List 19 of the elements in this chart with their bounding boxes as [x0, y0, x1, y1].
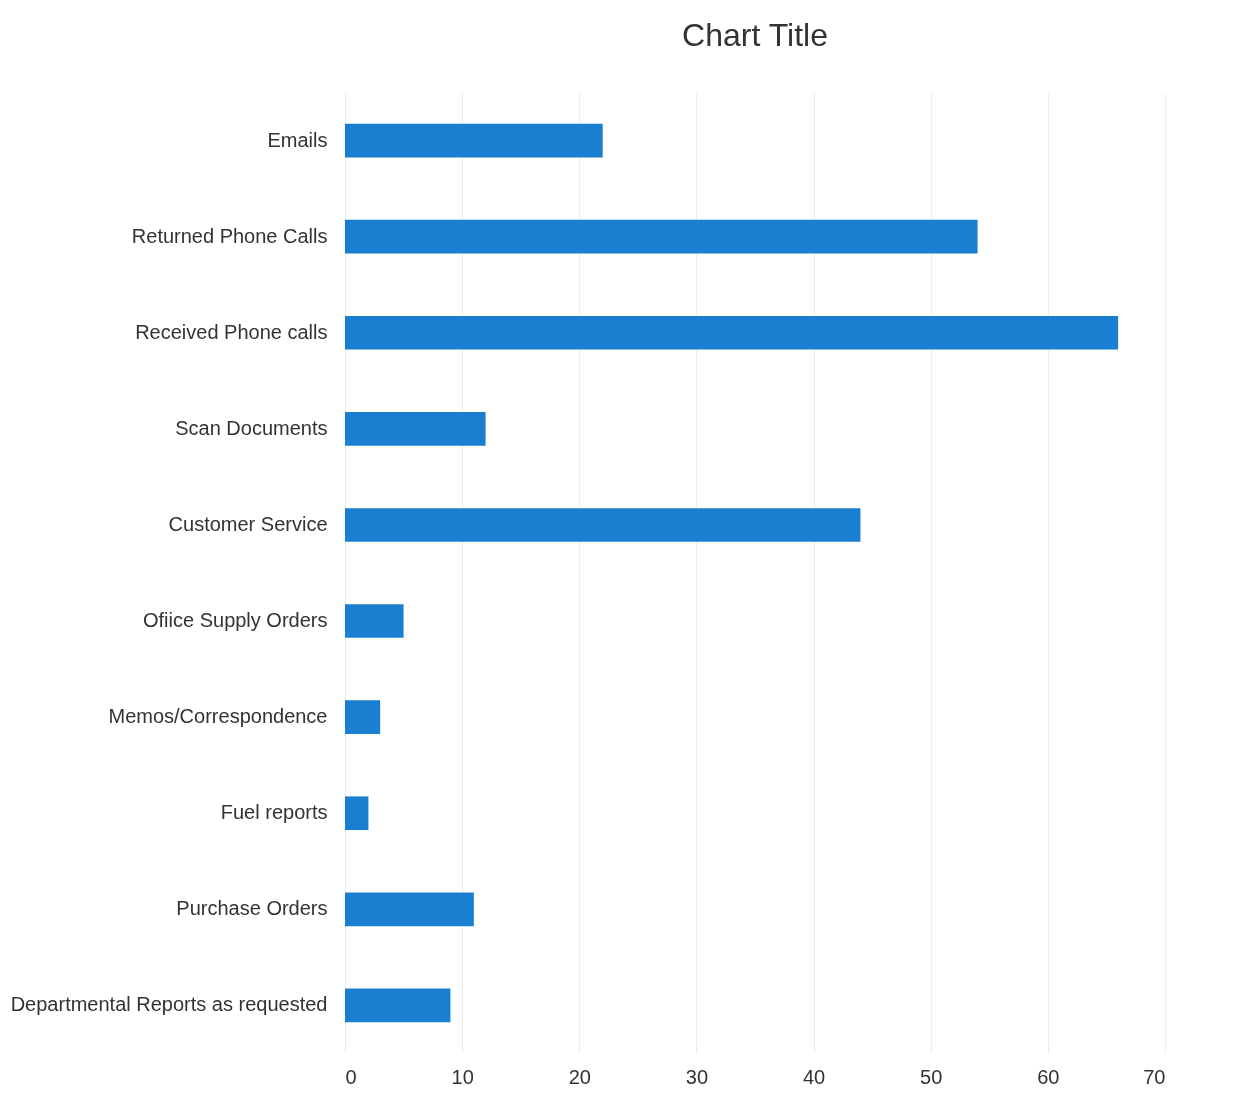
x-tick-label: 20	[568, 1065, 591, 1088]
x-tick-label: 10	[451, 1065, 474, 1088]
chart-title: Chart Title	[682, 17, 828, 53]
y-tick-label: Memos/Correspondence	[108, 705, 328, 728]
y-tick-label: Fuel reports	[220, 801, 328, 824]
y-tick-label: Customer Service	[168, 512, 328, 535]
x-tick-label: 30	[685, 1065, 709, 1088]
x-tick-label: 40	[802, 1065, 826, 1088]
y-tick-label: Departmental Reports as requested	[10, 993, 328, 1016]
y-tick-label: Emails	[267, 128, 328, 151]
x-tick-label: 70	[1143, 1065, 1166, 1088]
y-tick-label: Ofiice Supply Orders	[142, 609, 328, 632]
y-tick-label: Purchase Orders	[176, 897, 328, 920]
y-tick-label: Scan Documents	[175, 416, 328, 439]
y-tick-label: Returned Phone Calls	[131, 224, 328, 247]
x-tick-label: 0	[345, 1065, 357, 1088]
x-tick-label: 60	[1037, 1065, 1060, 1088]
y-tick-label: Received Phone calls	[135, 320, 328, 343]
x-tick-label: 50	[920, 1065, 943, 1088]
